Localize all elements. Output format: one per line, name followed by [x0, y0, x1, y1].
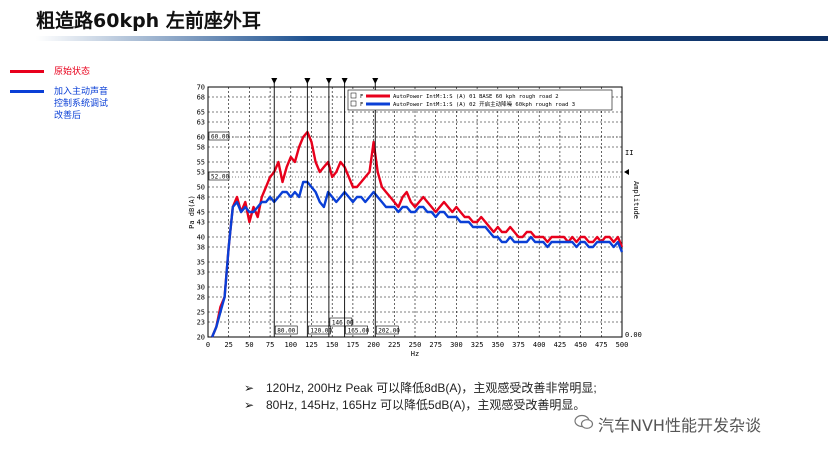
y-tick-label: 40: [197, 234, 205, 242]
chart-legend-flag: F: [360, 102, 363, 108]
chart-legend-checkbox: [350, 92, 357, 99]
x-tick-label: 400: [533, 341, 546, 349]
watermark: 汽车NVH性能开发杂谈: [598, 416, 761, 435]
legend-swatch-original: [10, 70, 44, 73]
y2-top-label: II: [625, 149, 633, 157]
x-tick-label: 250: [409, 341, 422, 349]
legend-label-improved: 加入主动声音控制系统调试改善后: [54, 87, 109, 121]
y-tick-label: 30: [197, 284, 205, 292]
x-tick-label: 0: [206, 341, 210, 349]
y-tick-label: 63: [197, 119, 205, 127]
y2-marker: [624, 169, 629, 175]
y-tick-label: 45: [197, 209, 205, 217]
series-line-2: [210, 180, 624, 338]
y-tick-label: 68: [197, 94, 205, 102]
x-tick-label: 475: [595, 341, 608, 349]
chart-legend-entry: AutoPower IntM:1:S (A) 01 BASE 60 kph ro…: [393, 94, 559, 100]
cursor-label: 80.00: [277, 328, 295, 335]
x-axis-label: Hz: [411, 350, 419, 358]
y-tick-label: 60: [197, 134, 205, 142]
cursor-marker: [304, 78, 311, 84]
chart-legend-checkbox: [350, 100, 357, 107]
y-marker-label: 60.00: [211, 134, 229, 141]
bullet-item: ➢ 80Hz, 145Hz, 165Hz 可以降低5dB(A)，主观感受改善明显。: [244, 396, 585, 413]
page-title: 粗造路60kph 左前座外耳: [36, 10, 261, 32]
x-tick-label: 200: [367, 341, 380, 349]
cursor-marker: [341, 78, 348, 84]
cursor-marker: [271, 78, 278, 84]
chart-legend-box: [347, 89, 613, 111]
y-tick-label: 35: [197, 259, 205, 267]
x-tick-label: 75: [266, 341, 274, 349]
y-marker-label: 52.00: [211, 174, 229, 181]
legend-swatch-improved: [10, 90, 44, 93]
y-marker-box: [208, 171, 230, 181]
series-line-1: [210, 130, 624, 338]
chart-legend-flag: F: [360, 94, 363, 100]
y-tick-label: 48: [197, 194, 205, 202]
legend-label-original: 原始状态: [54, 67, 91, 77]
cursor-label-box: [329, 317, 353, 327]
y-tick-label: 55: [197, 159, 205, 167]
cursor-label-box: [345, 325, 368, 335]
x-tick-label: 125: [305, 341, 318, 349]
y-tick-label: 70: [197, 84, 205, 92]
x-tick-label: 150: [326, 341, 339, 349]
chart-legend-entry: AutoPower IntM:1:S (A) 02 开启主动降噪 60kph r…: [393, 100, 575, 108]
x-tick-label: 300: [450, 341, 463, 349]
y-tick-label: 58: [197, 144, 205, 152]
cursor-label: 120.00: [310, 328, 332, 335]
y-tick-label: 65: [197, 109, 205, 117]
x-tick-label: 100: [284, 341, 297, 349]
x-tick-label: 450: [574, 341, 587, 349]
bullet-text: 120Hz, 200Hz Peak 可以降低8dB(A)，主观感受改善非常明显;: [266, 381, 597, 395]
x-tick-label: 425: [554, 341, 567, 349]
y-tick-label: 23: [197, 319, 205, 327]
y-axis-label: Pa dB(A): [188, 195, 196, 229]
y-tick-label: 20: [197, 334, 205, 342]
y-tick-label: 43: [197, 219, 205, 227]
y-tick-label: 33: [197, 269, 205, 277]
cursor-label: 165.00: [348, 328, 370, 335]
y-marker-box: [208, 131, 230, 141]
bullet-marker: ➢: [244, 398, 255, 412]
y-tick-label: 50: [197, 184, 205, 192]
x-tick-label: 175: [347, 341, 360, 349]
bullet-item: ➢ 120Hz, 200Hz Peak 可以降低8dB(A)，主观感受改善非常明显…: [244, 379, 597, 396]
cursor-label-box: [375, 325, 399, 335]
x-tick-label: 275: [429, 341, 442, 349]
x-tick-label: 25: [224, 341, 232, 349]
y-tick-label: 25: [197, 309, 205, 317]
bullet-text: 80Hz, 145Hz, 165Hz 可以降低5dB(A)，主观感受改善明显。: [266, 398, 586, 412]
y2-bottom-label: 0.00: [625, 331, 642, 339]
frequency-spectrum-chart: 0 25 50 75 100 125 150 175 200 225 250 275 300 325 350…: [188, 78, 642, 358]
cursor-label: 146.00: [332, 320, 354, 327]
wechat-icon: [574, 414, 594, 429]
x-tick-label: 350: [491, 341, 504, 349]
cursor-marker: [325, 78, 332, 84]
x-tick-label: 500: [616, 341, 629, 349]
y-tick-label: 28: [197, 294, 205, 302]
x-tick-label: 375: [512, 341, 525, 349]
y-tick-label: 53: [197, 169, 205, 177]
y-tick-label: 38: [197, 244, 205, 252]
cursor-label-box: [308, 325, 331, 335]
cursor-label-box: [274, 325, 298, 335]
cursor-label: 202.00: [378, 328, 400, 335]
title-underline: [36, 36, 828, 41]
x-tick-label: 325: [471, 341, 484, 349]
bullet-marker: ➢: [244, 381, 255, 395]
cursor-marker: [372, 78, 379, 84]
x-tick-label: 50: [245, 341, 253, 349]
y2-axis-label: Amplitude: [632, 181, 640, 219]
x-tick-label: 225: [388, 341, 401, 349]
